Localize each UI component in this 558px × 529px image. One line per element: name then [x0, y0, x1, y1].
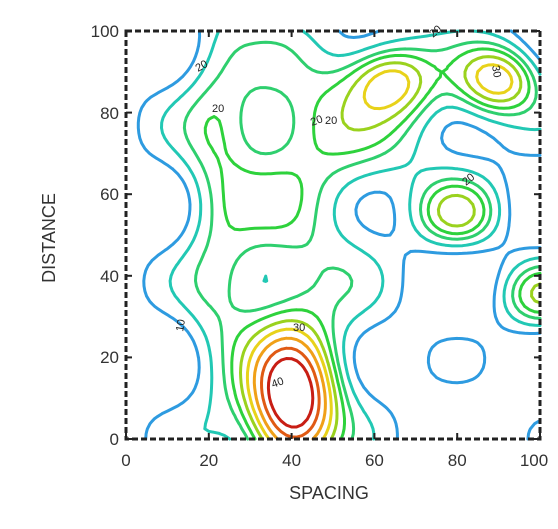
- contour-label: 20: [309, 113, 325, 128]
- contour-label: 20: [212, 103, 224, 115]
- x-tick-label: 0: [121, 451, 130, 470]
- y-tick-label: 0: [110, 430, 119, 449]
- contour-line: [245, 63, 514, 441]
- contour-label: 20: [325, 115, 337, 127]
- contour-line: [239, 55, 542, 441]
- contour-lines: [136, 29, 542, 441]
- contour-line: [182, 40, 542, 441]
- y-tick-label: 80: [100, 104, 119, 123]
- contour-line: [160, 29, 542, 441]
- contour-label: 10: [174, 318, 188, 332]
- contour-label: 30: [293, 322, 305, 334]
- x-tick-label: 40: [282, 451, 301, 470]
- y-axis-label: DISTANCE: [39, 193, 59, 283]
- x-tick-labels: 0 20 40 60 80 100: [121, 451, 548, 470]
- y-tick-label: 20: [100, 348, 119, 367]
- contour-label: 40: [270, 375, 286, 390]
- contour-line: [136, 29, 542, 441]
- plot-frame: [124, 29, 542, 441]
- y-tick-label: 60: [100, 185, 119, 204]
- y-tick-label: 40: [100, 267, 119, 286]
- x-tick-label: 80: [448, 451, 467, 470]
- y-tick-label: 100: [91, 22, 119, 41]
- y-tick-labels: 0 20 40 60 80 100: [91, 22, 119, 449]
- x-tick-label: 100: [520, 451, 548, 470]
- x-axis-label: SPACING: [289, 483, 369, 503]
- x-tick-label: 60: [365, 451, 384, 470]
- contour-label: 20: [194, 58, 211, 75]
- axis-ticks: [125, 30, 541, 440]
- contour-label: 30: [489, 64, 503, 78]
- x-tick-label: 20: [199, 451, 218, 470]
- contour-line: [266, 357, 315, 429]
- contour-line: [252, 336, 327, 441]
- contour-label: 20: [427, 23, 444, 40]
- contour-line: [260, 346, 321, 439]
- contour-line: [203, 47, 542, 441]
